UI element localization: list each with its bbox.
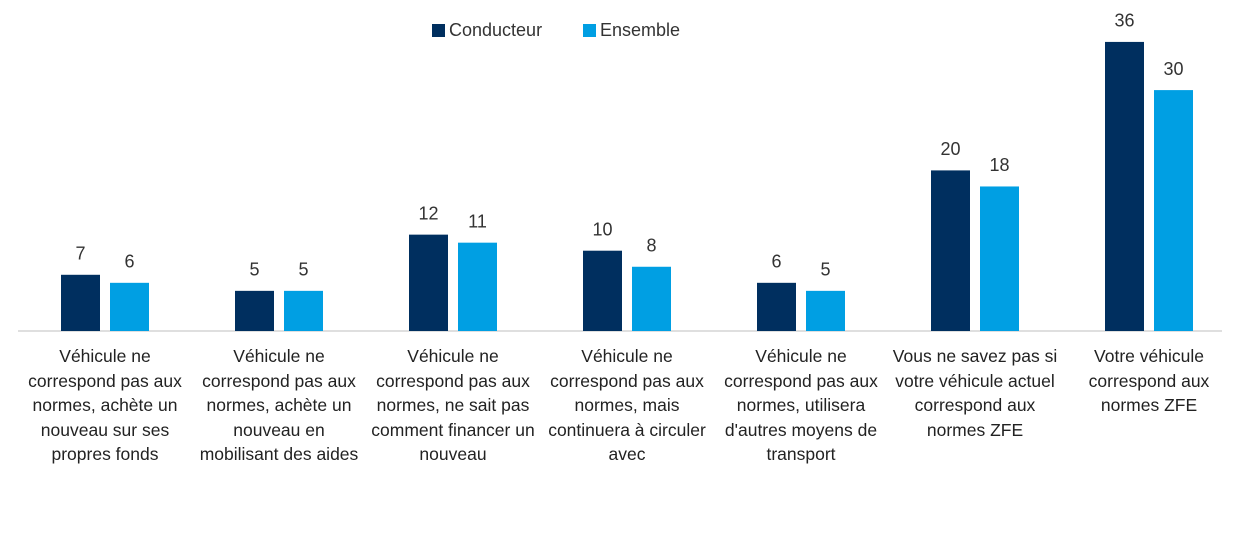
- data-label: 5: [820, 260, 830, 280]
- data-label: 5: [249, 260, 259, 280]
- legend-swatch: [432, 24, 445, 37]
- data-label: 30: [1163, 59, 1183, 79]
- data-label: 8: [646, 236, 656, 256]
- x-tick-label: Véhicule ne correspond pas aux normes, a…: [28, 346, 182, 464]
- data-label: 10: [592, 219, 612, 239]
- data-label: 18: [989, 155, 1009, 175]
- legend-label: Conducteur: [449, 20, 542, 40]
- data-label: 6: [124, 252, 134, 272]
- legend-label: Ensemble: [600, 20, 680, 40]
- bar: [632, 266, 671, 331]
- bar: [235, 290, 274, 331]
- data-label: 36: [1114, 11, 1134, 31]
- data-label: 5: [298, 260, 308, 280]
- x-tick-label: Véhicule ne correspond pas aux normes, u…: [724, 346, 878, 464]
- bar: [931, 170, 970, 331]
- x-tick-label: Votre véhicule correspond aux normes ZFE: [1088, 346, 1210, 415]
- bar: [458, 242, 497, 331]
- data-label: 6: [771, 252, 781, 272]
- bar: [980, 186, 1019, 331]
- bar: [757, 282, 796, 331]
- data-label: 7: [75, 244, 85, 264]
- bar: [1105, 41, 1144, 332]
- data-label: 20: [940, 139, 960, 159]
- bar: [409, 234, 448, 331]
- x-tick-label: Véhicule ne correspond pas aux normes, a…: [199, 346, 359, 464]
- bar: [1154, 90, 1193, 331]
- bar: [61, 274, 100, 331]
- bar: [284, 290, 323, 331]
- x-tick-label: Vous ne savez pas si votre véhicule actu…: [892, 346, 1058, 440]
- legend-swatch: [583, 24, 596, 37]
- bar: [583, 250, 622, 331]
- x-tick-label: Véhicule ne correspond pas aux normes, n…: [371, 346, 535, 464]
- bar: [806, 290, 845, 331]
- x-tick-label: Véhicule ne correspond pas aux normes, m…: [548, 346, 706, 464]
- data-label: 11: [468, 211, 487, 231]
- bar: [110, 282, 149, 331]
- data-label: 12: [418, 203, 438, 223]
